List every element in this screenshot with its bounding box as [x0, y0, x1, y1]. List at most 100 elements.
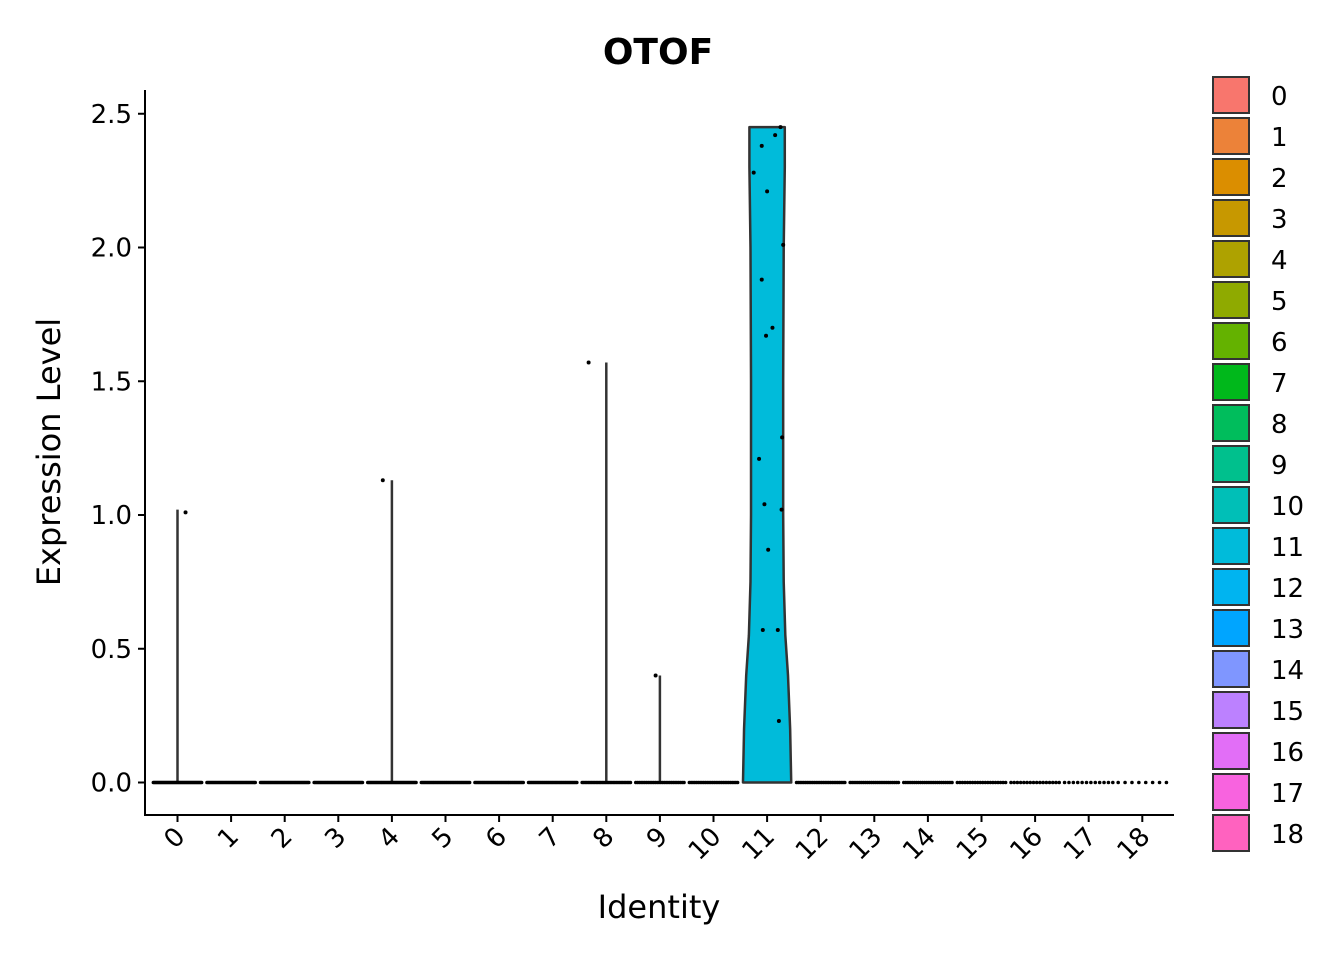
data-point [1025, 780, 1029, 785]
legend-label: 12 [1271, 574, 1304, 604]
data-point [1150, 780, 1155, 785]
data-point [760, 628, 765, 633]
data-point [950, 780, 954, 785]
data-point [780, 435, 785, 440]
data-point [1054, 780, 1058, 785]
data-point [1003, 780, 1008, 785]
legend-swatch-5 [1212, 281, 1250, 319]
data-point [988, 780, 993, 785]
data-point [991, 780, 995, 785]
legend-label: 8 [1271, 410, 1288, 440]
data-point [1157, 780, 1162, 785]
data-point [963, 780, 967, 785]
x-axis-title: Identity [598, 888, 721, 926]
legend-label: 9 [1271, 451, 1288, 481]
x-tick-label: 6 [480, 822, 513, 855]
data-point [1084, 780, 1089, 785]
data-point [1071, 780, 1076, 785]
data-point [360, 780, 365, 785]
data-point [183, 510, 188, 515]
y-tick-label: 2.0 [91, 234, 132, 264]
data-point [1001, 780, 1005, 785]
x-tick-label: 12 [790, 822, 835, 867]
data-point [735, 780, 740, 785]
x-tick-label: 5 [427, 822, 460, 855]
legend-label: 16 [1271, 738, 1304, 768]
data-point [764, 333, 769, 338]
legend-label: 14 [1271, 656, 1304, 686]
x-tick-label: 1 [212, 822, 245, 855]
data-point [776, 718, 781, 723]
data-point [1047, 780, 1052, 785]
violin-11 [741, 125, 793, 784]
legend-swatch-3 [1212, 199, 1250, 237]
data-point [975, 780, 980, 785]
data-point [779, 507, 784, 512]
data-point [653, 673, 658, 678]
x-tick-label: 16 [1004, 822, 1049, 867]
data-point [1041, 780, 1045, 785]
data-point [1143, 780, 1148, 785]
chart-title: OTOF [603, 32, 713, 73]
data-point [751, 170, 756, 175]
x-tick-label: 2 [266, 822, 299, 855]
data-point [1031, 780, 1036, 785]
x-tick-label: 8 [587, 822, 620, 855]
legend-label: 15 [1271, 697, 1304, 727]
data-point [1044, 780, 1049, 785]
x-tick-label: 14 [897, 822, 942, 867]
data-point [993, 780, 998, 785]
data-point [775, 628, 780, 633]
data-point [1080, 780, 1084, 785]
data-point [1018, 780, 1023, 785]
x-tick-label: 13 [844, 822, 889, 867]
legend-swatch-6 [1212, 322, 1250, 360]
data-point [586, 360, 591, 365]
data-point [380, 478, 385, 483]
data-point [199, 780, 204, 785]
x-axis-ticks: 0 1 2 3 4 5 6 7 8 9 10 11 12 13 14 15 16 17 18 [159, 815, 1157, 867]
legend-label: 1 [1271, 123, 1288, 153]
legend-swatch-2 [1212, 158, 1250, 196]
legend-label: 11 [1271, 533, 1304, 563]
legend-label: 0 [1271, 82, 1288, 112]
data-point [968, 780, 972, 785]
data-point [1067, 780, 1071, 785]
data-point [773, 133, 778, 138]
x-tick-label: 3 [319, 822, 352, 855]
data-point [414, 780, 418, 785]
x-tick-label: 18 [1112, 822, 1157, 867]
legend-label: 13 [1271, 615, 1304, 645]
legend-swatch-7 [1212, 363, 1250, 401]
data-point [998, 780, 1003, 785]
x-tick-label: 9 [641, 822, 674, 855]
data-point [757, 456, 762, 461]
legend-swatch-8 [1212, 404, 1250, 442]
y-axis-ticks: 0.0 0.5 1.0 1.5 2.0 2.5 [91, 100, 145, 799]
data-point [575, 780, 579, 785]
data-point [762, 502, 767, 507]
data-point [1028, 780, 1033, 785]
legend-swatch-12 [1212, 568, 1250, 606]
data-point [1093, 780, 1098, 785]
legend-label: 10 [1271, 492, 1304, 522]
legend-swatch-4 [1212, 240, 1250, 278]
x-tick-label: 10 [683, 822, 728, 867]
legend-swatch-14 [1212, 650, 1250, 688]
data-point [1012, 780, 1016, 785]
data-point [843, 780, 847, 785]
data-point [682, 780, 686, 785]
y-tick-label: 2.5 [91, 100, 132, 130]
legend-swatch-15 [1212, 691, 1250, 729]
x-tick-label: 17 [1058, 822, 1103, 867]
data-point [996, 780, 1000, 785]
data-point [759, 143, 764, 148]
legend-label: 17 [1271, 779, 1304, 809]
legend-swatch-9 [1212, 445, 1250, 483]
data-point [1130, 780, 1134, 785]
legend-label: 5 [1271, 287, 1288, 317]
legend-label: 18 [1271, 820, 1304, 850]
data-point [980, 780, 985, 785]
y-tick-label: 1.5 [91, 367, 132, 397]
